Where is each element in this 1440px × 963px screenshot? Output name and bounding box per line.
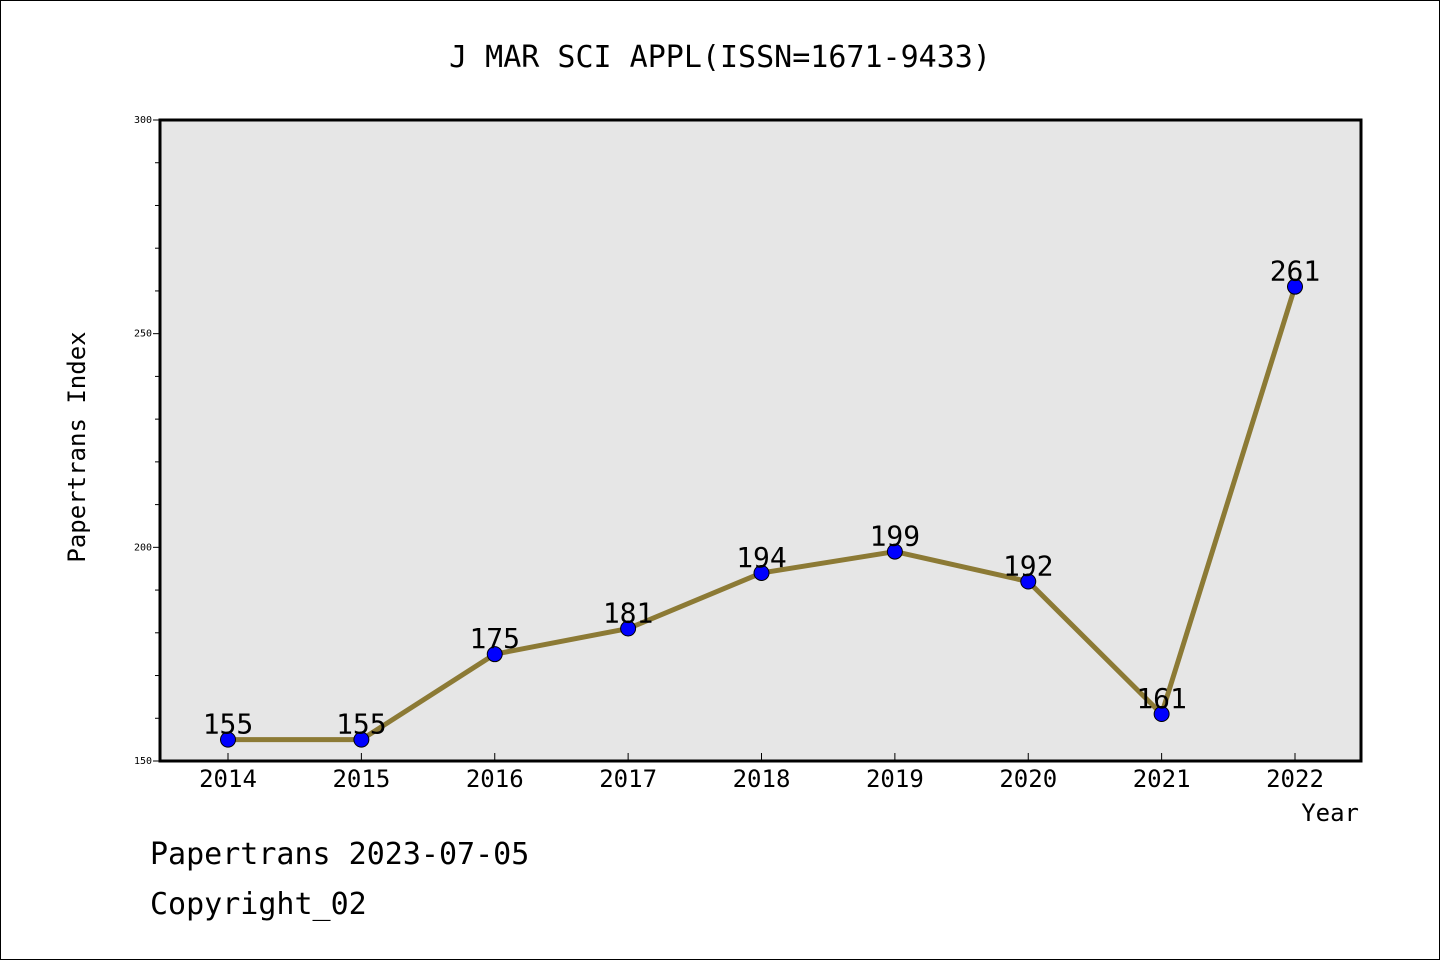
y-tick-label: 200 xyxy=(134,542,152,553)
x-axis: 2014 2015 2016 2017 2018 2019 2020 2021 2022 xyxy=(199,753,1324,793)
data-point xyxy=(620,620,637,637)
y-tick-label: 150 xyxy=(134,756,152,767)
data-label: 261 xyxy=(1270,255,1321,288)
data-point xyxy=(753,564,770,581)
footer-date: Papertrans 2023-07-05 xyxy=(150,837,529,872)
x-tick-label: 2019 xyxy=(866,765,924,793)
data-point xyxy=(886,543,903,560)
data-label: 194 xyxy=(736,541,787,574)
data-label: 181 xyxy=(603,597,654,630)
x-tick-label: 2017 xyxy=(599,765,657,793)
x-tick-label: 2022 xyxy=(1266,765,1324,793)
x-tick-label: 2014 xyxy=(199,765,257,793)
y-axis: 150 200 250 300 xyxy=(134,115,160,767)
data-label: 199 xyxy=(870,520,921,553)
chart-title: J MAR SCI APPL(ISSN=1671-9433) xyxy=(449,40,991,75)
data-label: 161 xyxy=(1136,682,1187,715)
data-point xyxy=(1153,705,1170,722)
data-label: 155 xyxy=(203,708,254,741)
x-tick-label: 2020 xyxy=(999,765,1057,793)
series-group: 155 155 175 181 194 199 192 161 261 xyxy=(203,255,1321,748)
data-point xyxy=(1020,573,1037,590)
x-axis-label: Year xyxy=(1301,799,1359,827)
y-axis-label: Papertrans Index xyxy=(63,331,91,562)
x-tick-label: 2018 xyxy=(733,765,791,793)
y-tick-label: 300 xyxy=(134,115,152,126)
x-tick-label: 2016 xyxy=(466,765,524,793)
plot-area xyxy=(158,118,1363,763)
footer-copyright: Copyright_02 xyxy=(150,887,367,922)
data-label: 155 xyxy=(336,708,387,741)
data-point xyxy=(1287,278,1303,295)
data-point xyxy=(486,646,503,663)
data-point xyxy=(220,731,236,748)
data-label: 192 xyxy=(1003,550,1054,583)
data-point xyxy=(353,731,370,748)
y-tick-label: 250 xyxy=(134,329,152,340)
data-label: 175 xyxy=(469,622,520,655)
x-tick-label: 2015 xyxy=(332,765,390,793)
x-tick-label: 2021 xyxy=(1133,765,1191,793)
